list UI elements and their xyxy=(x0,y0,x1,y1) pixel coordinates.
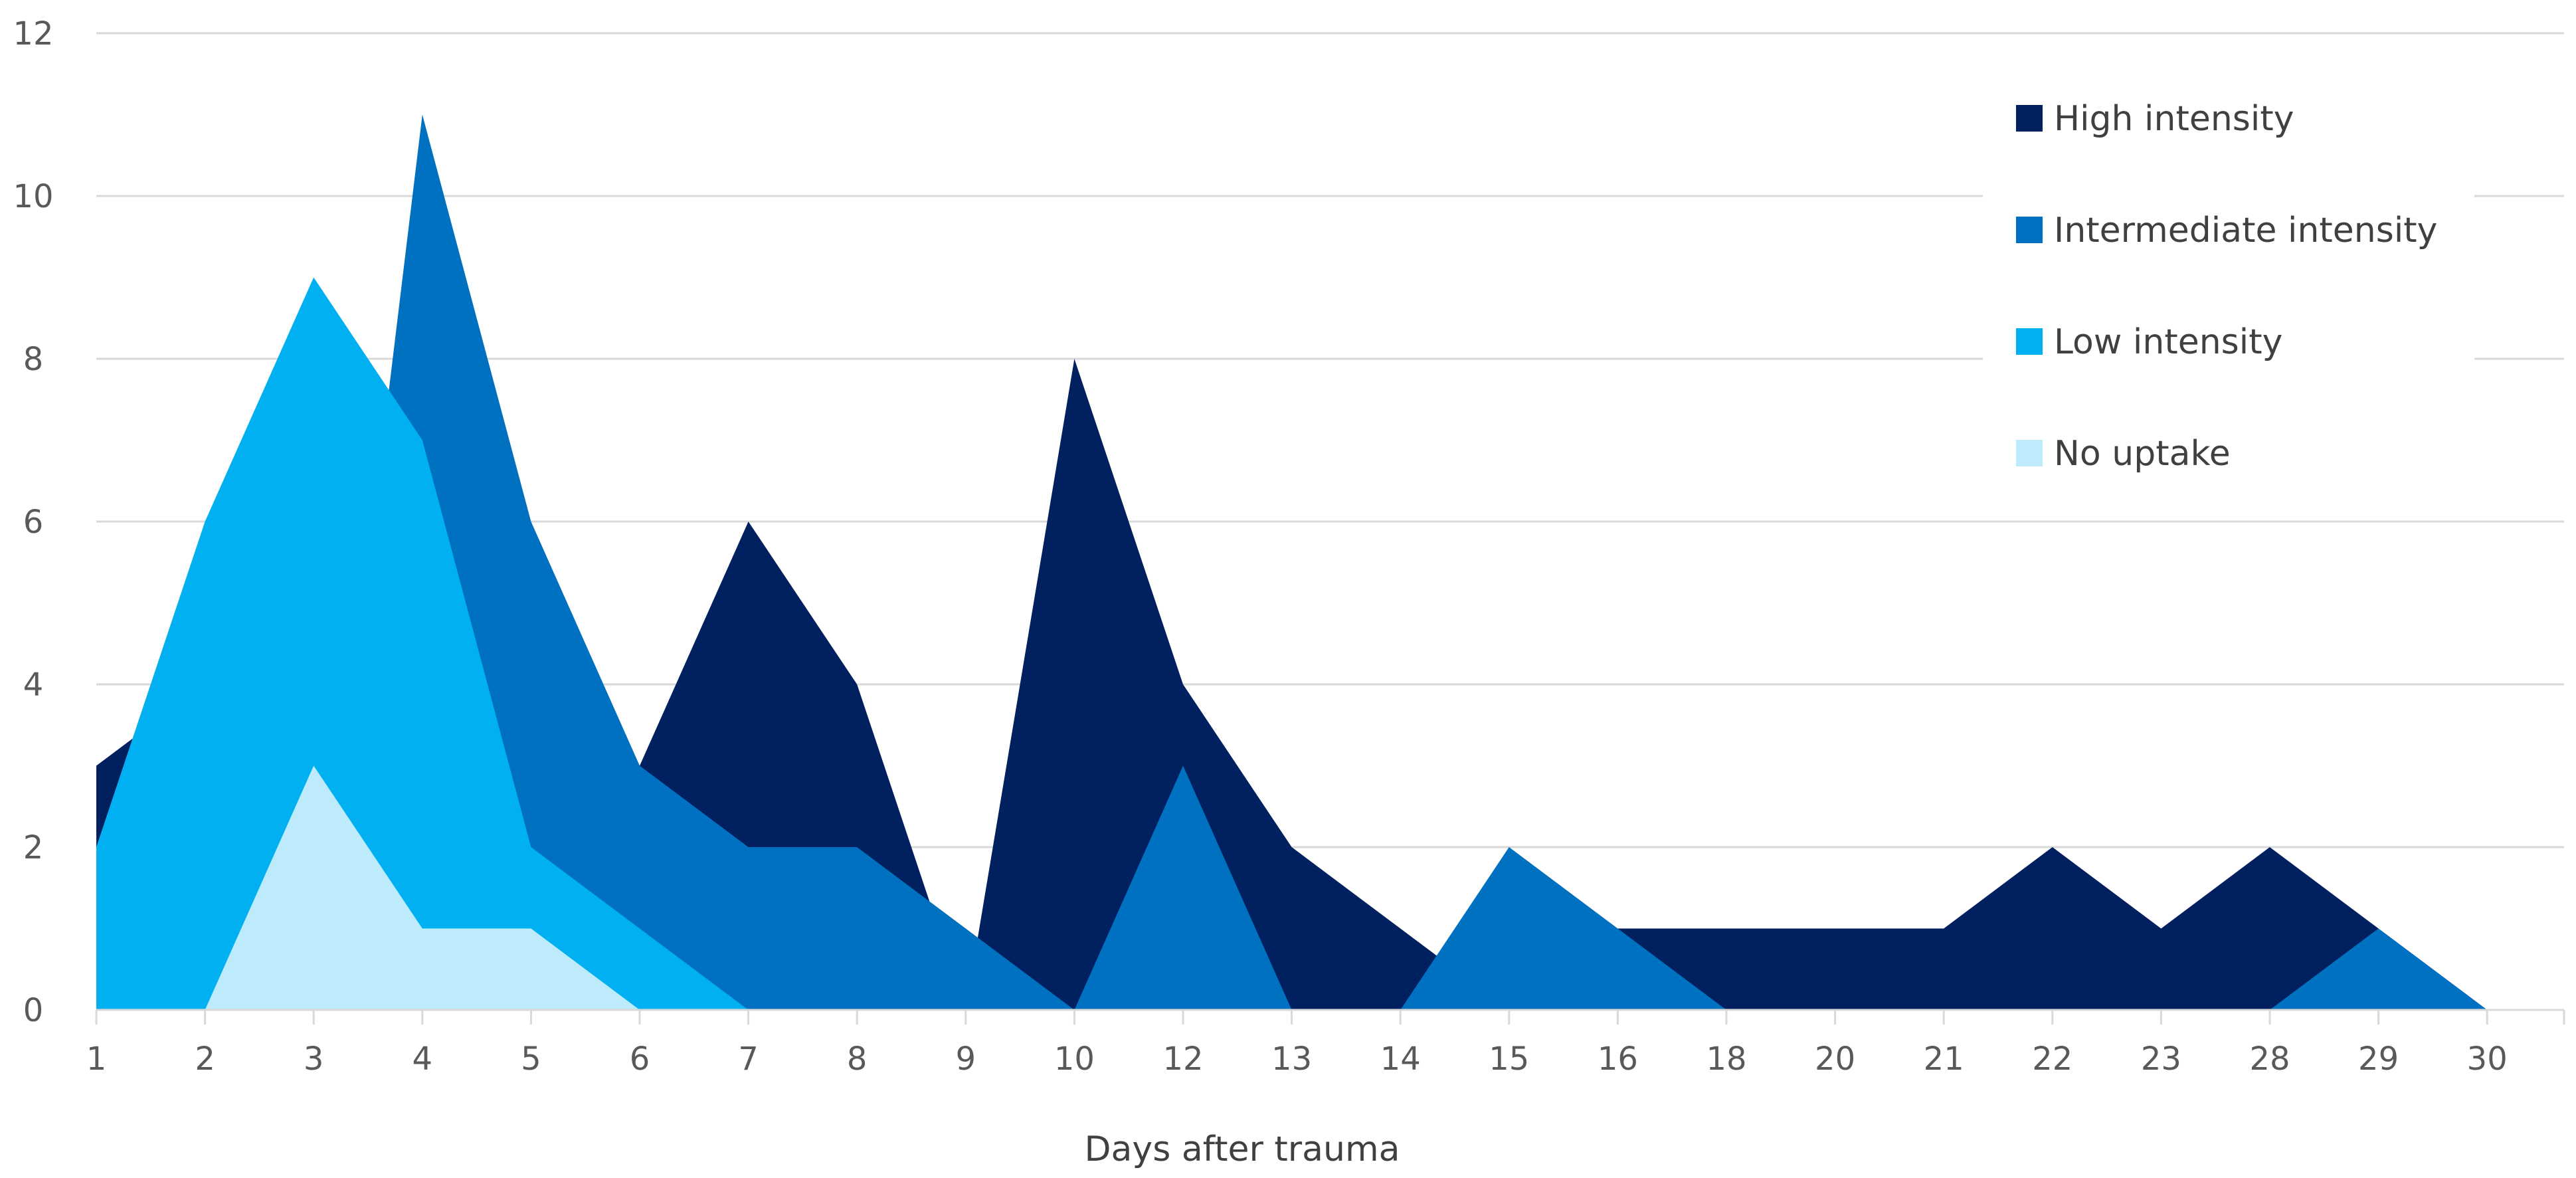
legend-label: Low intensity xyxy=(2054,322,2282,362)
x-tick-label: 23 xyxy=(2141,1040,2181,1078)
legend-label: High intensity xyxy=(2054,99,2294,139)
x-tick-label: 15 xyxy=(1489,1040,1529,1078)
x-tick-label: 30 xyxy=(2467,1040,2508,1078)
y-tick-label: 4 xyxy=(23,666,44,704)
x-tick-label: 12 xyxy=(1162,1040,1203,1078)
x-axis-title: Days after trauma xyxy=(1085,1129,1400,1169)
legend-swatch xyxy=(2016,105,2043,132)
x-tick-label: 5 xyxy=(521,1040,541,1078)
x-tick-label: 6 xyxy=(630,1040,650,1078)
y-tick-label: 10 xyxy=(13,178,53,215)
legend-swatch xyxy=(2016,328,2043,355)
x-tick-label: 2 xyxy=(195,1040,215,1078)
x-tick-label: 16 xyxy=(1598,1040,1638,1078)
x-tick-label: 13 xyxy=(1271,1040,1312,1078)
area-series-4 xyxy=(96,765,2488,1010)
x-tick-label: 28 xyxy=(2249,1040,2290,1078)
x-tick-label: 3 xyxy=(304,1040,324,1078)
y-axis-ticks: 0 2 4 6 8 10 12 xyxy=(13,15,53,1029)
legend-swatch xyxy=(2016,217,2043,243)
x-tick-label: 22 xyxy=(2032,1040,2072,1078)
legend: High intensity Intermediate intensity Low … xyxy=(1983,76,2474,475)
x-tick-label: 4 xyxy=(413,1040,433,1078)
x-tick-label: 21 xyxy=(1924,1040,1964,1078)
y-tick-label: 2 xyxy=(23,829,44,866)
legend-label: No uptake xyxy=(2054,434,2231,474)
legend-background xyxy=(1983,76,2474,475)
x-tick-label: 9 xyxy=(956,1040,976,1078)
x-tick-label: 1 xyxy=(86,1040,107,1078)
x-tick-label: 18 xyxy=(1706,1040,1746,1078)
y-tick-label: 6 xyxy=(23,504,44,541)
x-tick-label: 29 xyxy=(2358,1040,2399,1078)
legend-label: Intermediate intensity xyxy=(2054,211,2437,250)
y-tick-label: 8 xyxy=(23,341,44,378)
x-tick-label: 20 xyxy=(1815,1040,1855,1078)
x-axis-ticks: 1 2 3 4 5 6 7 8 9 10 12 13 14 15 16 18 20 21 22 23 28 29 30 xyxy=(86,1010,2565,1078)
x-tick-label: 14 xyxy=(1380,1040,1421,1078)
x-tick-label: 10 xyxy=(1054,1040,1095,1078)
y-tick-label: 0 xyxy=(23,992,44,1029)
legend-swatch xyxy=(2016,440,2043,466)
x-tick-label: 8 xyxy=(847,1040,868,1078)
series-areas xyxy=(96,114,2488,1010)
y-tick-label: 12 xyxy=(13,15,53,52)
x-tick-label: 7 xyxy=(738,1040,759,1078)
